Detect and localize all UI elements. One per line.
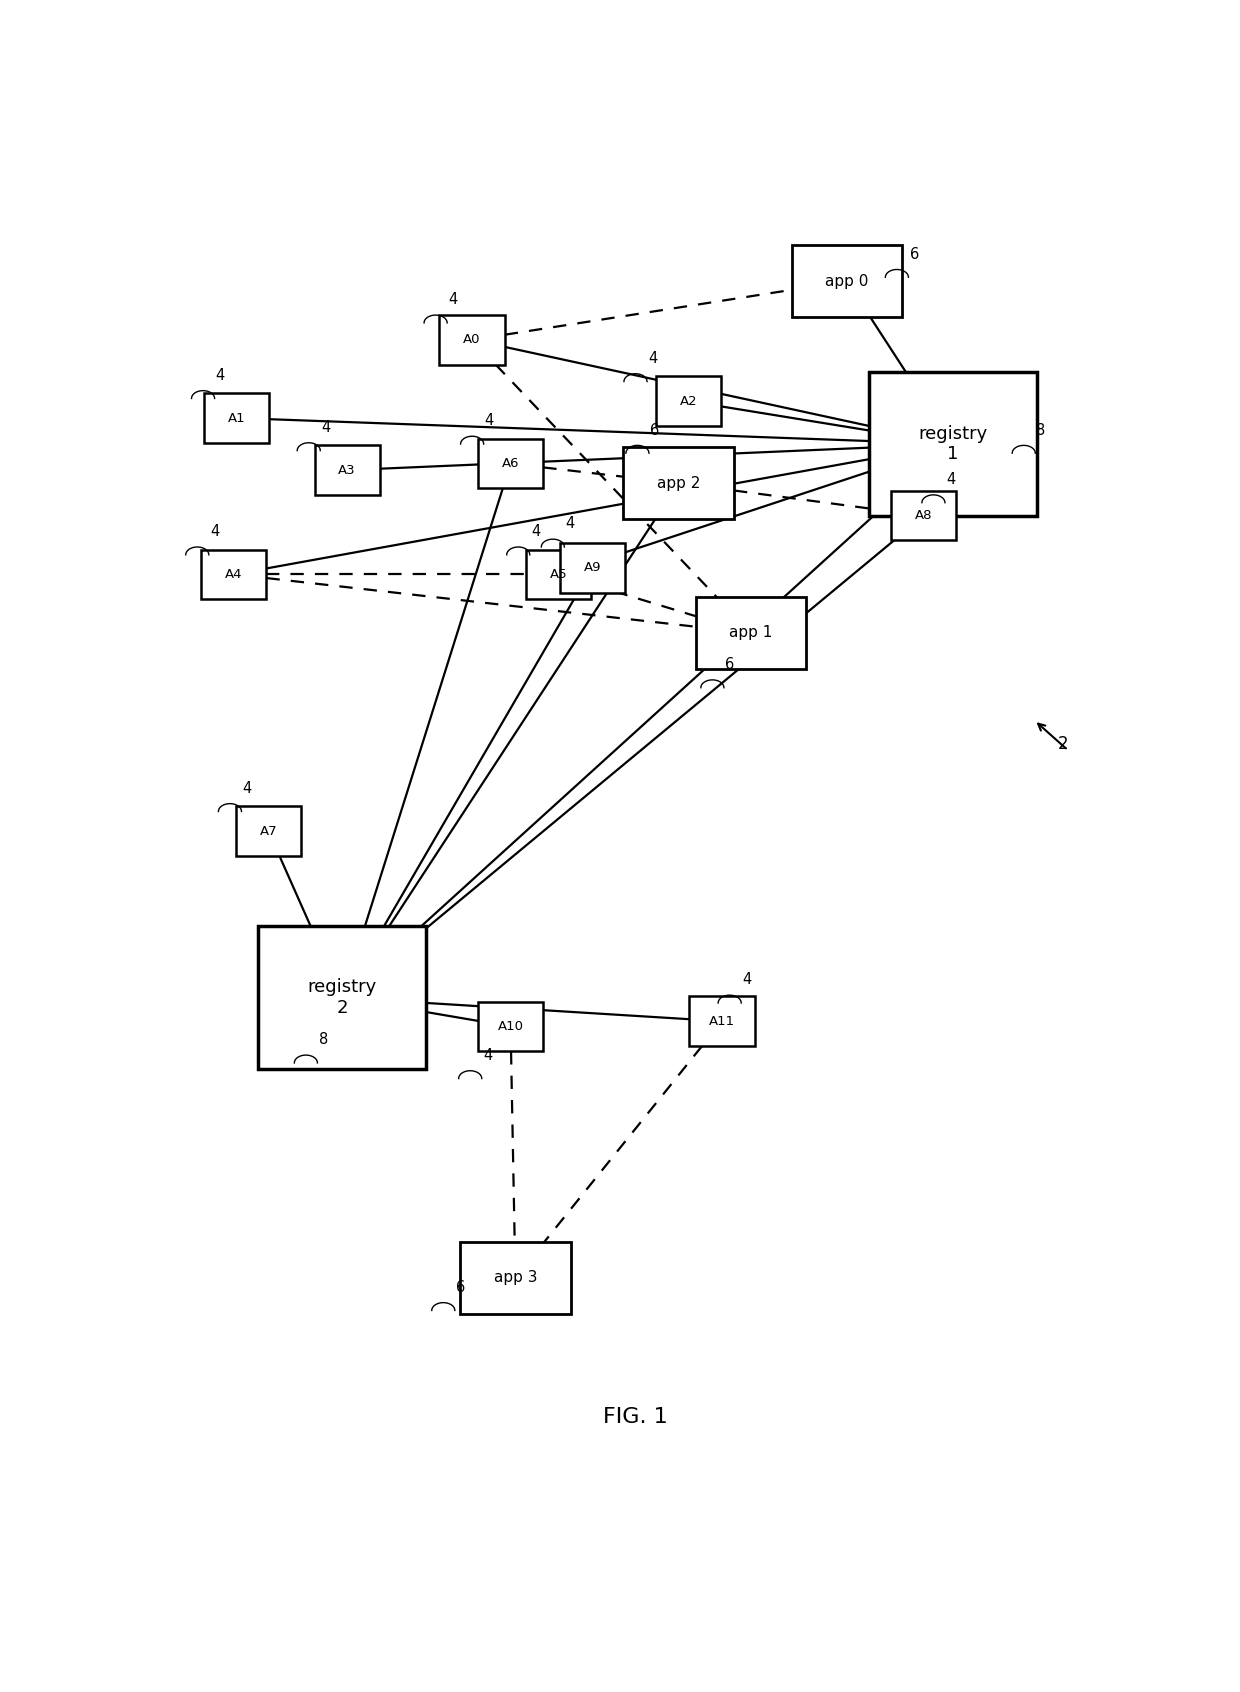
Text: A11: A11	[709, 1015, 735, 1027]
Text: A0: A0	[464, 333, 481, 347]
Text: registry
2: registry 2	[308, 978, 377, 1017]
Text: app 2: app 2	[657, 475, 701, 491]
Text: 4: 4	[565, 516, 575, 531]
Text: app 0: app 0	[826, 274, 868, 289]
Text: A3: A3	[339, 464, 356, 477]
Bar	[624, 447, 734, 519]
Bar	[201, 550, 267, 599]
Bar	[258, 926, 427, 1069]
Text: 6: 6	[456, 1279, 465, 1294]
Bar	[559, 543, 625, 592]
Text: app 3: app 3	[494, 1271, 537, 1286]
Text: FIG. 1: FIG. 1	[603, 1408, 668, 1428]
Bar	[315, 445, 379, 494]
Text: registry
1: registry 1	[918, 425, 987, 464]
Text: 4: 4	[482, 1047, 492, 1063]
Text: 2: 2	[1058, 734, 1069, 753]
Bar	[236, 807, 301, 856]
Bar	[205, 393, 269, 443]
Text: A5: A5	[549, 569, 568, 580]
Text: 4: 4	[321, 420, 331, 435]
Text: 8: 8	[319, 1032, 327, 1047]
Bar	[868, 372, 1037, 516]
Text: 4: 4	[485, 413, 494, 428]
Bar	[460, 1242, 570, 1313]
Bar	[477, 438, 543, 489]
Bar	[689, 997, 755, 1046]
Text: 6: 6	[650, 423, 660, 438]
Text: 4: 4	[243, 780, 252, 795]
Bar	[526, 550, 591, 599]
Bar	[477, 1002, 543, 1051]
Bar	[892, 491, 956, 540]
Text: 4: 4	[216, 367, 224, 382]
Bar	[791, 245, 903, 316]
Text: 4: 4	[210, 525, 219, 540]
Text: 8: 8	[1037, 423, 1045, 438]
Text: A7: A7	[259, 824, 278, 838]
Text: A8: A8	[915, 509, 932, 523]
Text: A10: A10	[497, 1020, 523, 1032]
Text: 4: 4	[743, 973, 751, 988]
Text: A4: A4	[224, 569, 243, 580]
Text: A1: A1	[228, 411, 246, 425]
Text: 4: 4	[649, 350, 657, 365]
Text: A6: A6	[502, 457, 520, 470]
Bar	[696, 597, 806, 668]
Bar	[439, 315, 505, 364]
Text: app 1: app 1	[729, 626, 773, 641]
Text: 6: 6	[910, 247, 919, 262]
Text: A9: A9	[584, 562, 601, 574]
Text: A2: A2	[680, 394, 697, 408]
Bar	[656, 376, 720, 426]
Text: 6: 6	[725, 656, 734, 672]
Text: 4: 4	[531, 525, 541, 540]
Text: 4: 4	[946, 472, 955, 487]
Text: 4: 4	[449, 293, 458, 308]
